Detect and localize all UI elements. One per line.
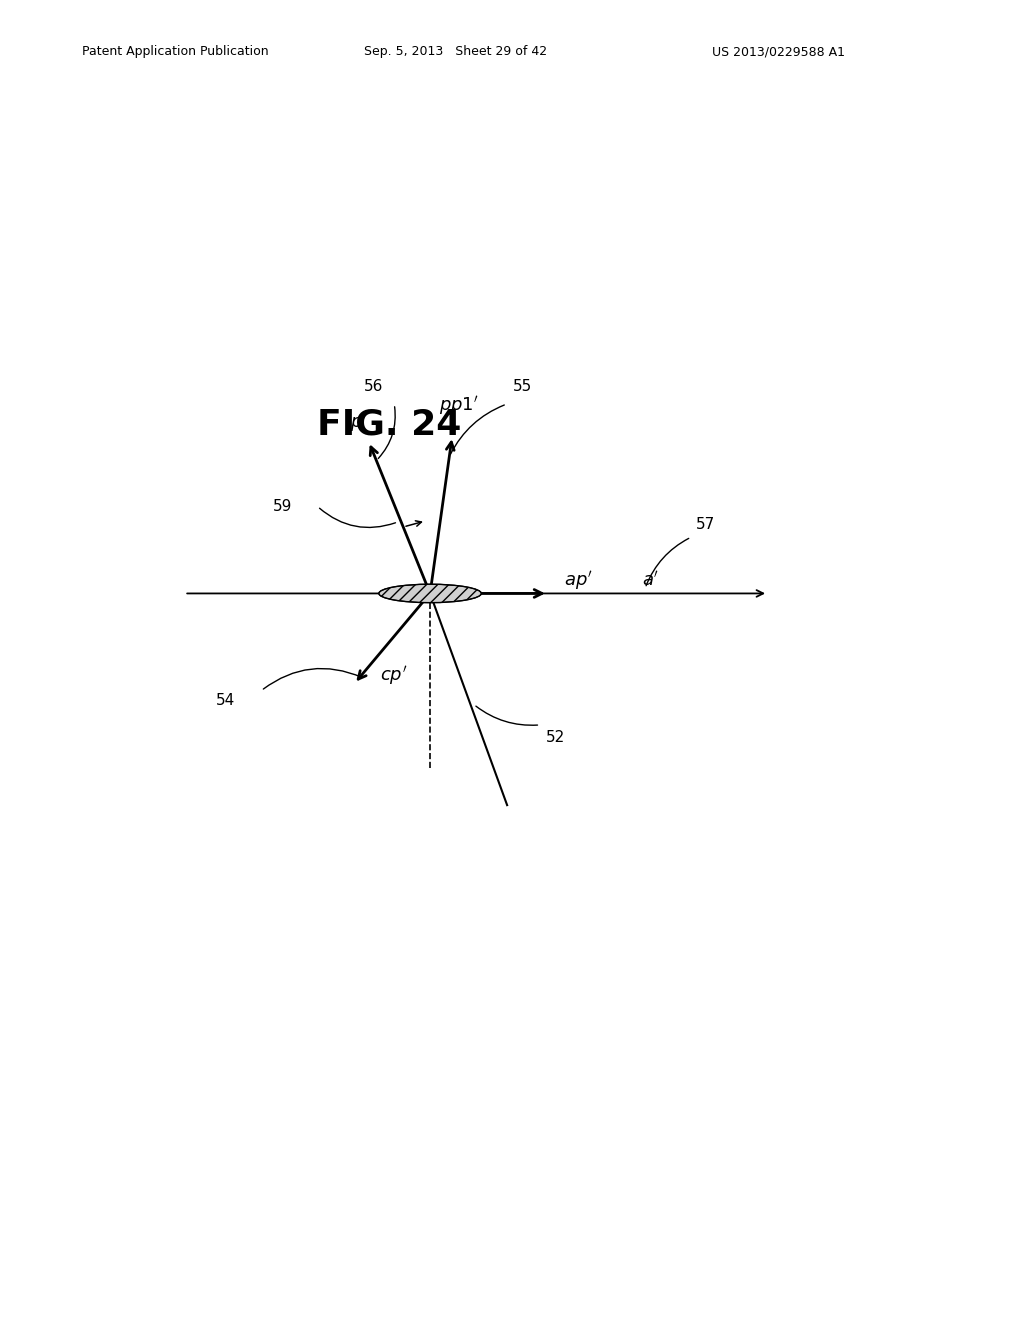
Text: $cp'$: $cp'$ [380,664,408,686]
Text: $pp1'$: $pp1'$ [438,395,478,417]
Text: $ap'$: $ap'$ [564,569,593,591]
Text: US 2013/0229588 A1: US 2013/0229588 A1 [712,45,845,58]
Ellipse shape [379,585,481,603]
Text: 59: 59 [272,499,292,513]
Text: Patent Application Publication: Patent Application Publication [82,45,268,58]
Text: 55: 55 [513,379,531,393]
Text: 54: 54 [216,693,236,709]
Text: 57: 57 [696,517,716,532]
Text: 52: 52 [546,730,564,744]
Text: FIG. 24: FIG. 24 [317,408,461,441]
Text: 56: 56 [365,379,383,393]
Text: $a'$: $a'$ [642,570,658,590]
Text: $p'$: $p'$ [350,411,368,434]
Text: Sep. 5, 2013   Sheet 29 of 42: Sep. 5, 2013 Sheet 29 of 42 [364,45,547,58]
